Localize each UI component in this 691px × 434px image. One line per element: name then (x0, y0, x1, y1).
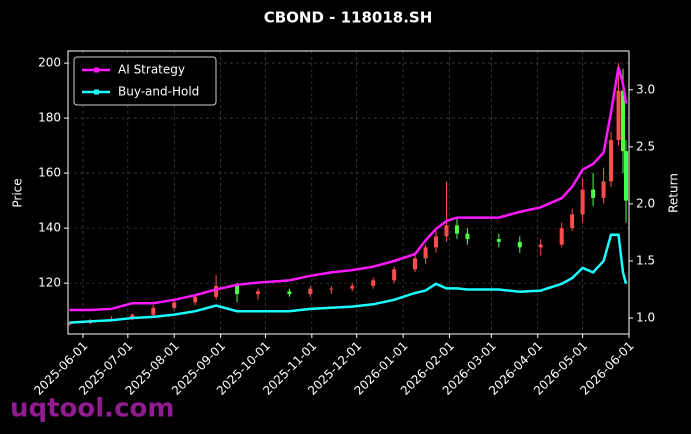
candle-body (235, 285, 240, 295)
y2-axis-label: Return (667, 173, 681, 213)
y-tick-label: 120 (38, 276, 61, 290)
watermark: uqtool.com (10, 394, 174, 424)
candle-body (308, 288, 313, 295)
candle-body (609, 140, 614, 182)
y-tick-label: 200 (38, 56, 61, 70)
y2-tick-label: 1.0 (636, 311, 655, 325)
candle-body (255, 291, 260, 295)
candle-body (214, 285, 219, 297)
chart-title: CBOND - 118018.SH (264, 9, 433, 27)
legend-label: Buy-and-Hold (118, 85, 199, 99)
candle-body (329, 288, 334, 290)
candle-body (67, 322, 72, 325)
candle-body (591, 189, 596, 198)
candle-body (538, 244, 543, 248)
y2-tick-label: 3.0 (636, 82, 655, 96)
y-tick-label: 180 (38, 111, 61, 125)
candle-body (434, 236, 439, 248)
y-tick-label: 160 (38, 166, 61, 180)
plot-frame (67, 50, 630, 335)
candle-body (392, 269, 397, 281)
y2-tick-label: 2.0 (636, 196, 655, 210)
y2-tick-label: 1.5 (636, 253, 655, 267)
candle-body (624, 151, 629, 201)
candle-body (465, 233, 470, 240)
candle-body (413, 258, 418, 270)
legend-label: AI Strategy (118, 63, 185, 77)
candle-body (287, 291, 292, 295)
candle-body (570, 214, 575, 229)
candle-body (517, 241, 522, 248)
candle-body (423, 247, 428, 259)
candle-body (193, 296, 198, 303)
candle-body (172, 302, 177, 308)
return-line (69, 233, 628, 324)
candle-body (621, 90, 626, 152)
y-tick-label: 140 (38, 221, 61, 235)
candle-body (580, 189, 585, 215)
candle-body (496, 239, 501, 242)
candle-body (616, 90, 621, 141)
return-line (69, 66, 628, 312)
y-axis-label: Price (11, 178, 25, 207)
candle-body (371, 280, 376, 286)
candle-body (559, 228, 564, 245)
candle-body (151, 307, 156, 315)
candle-body (350, 285, 355, 289)
candle-body (601, 181, 606, 198)
legend-marker (94, 67, 99, 73)
candle-body (444, 225, 449, 237)
candle-body (454, 225, 459, 234)
y2-tick-label: 2.5 (636, 139, 655, 153)
legend-marker (94, 89, 99, 95)
